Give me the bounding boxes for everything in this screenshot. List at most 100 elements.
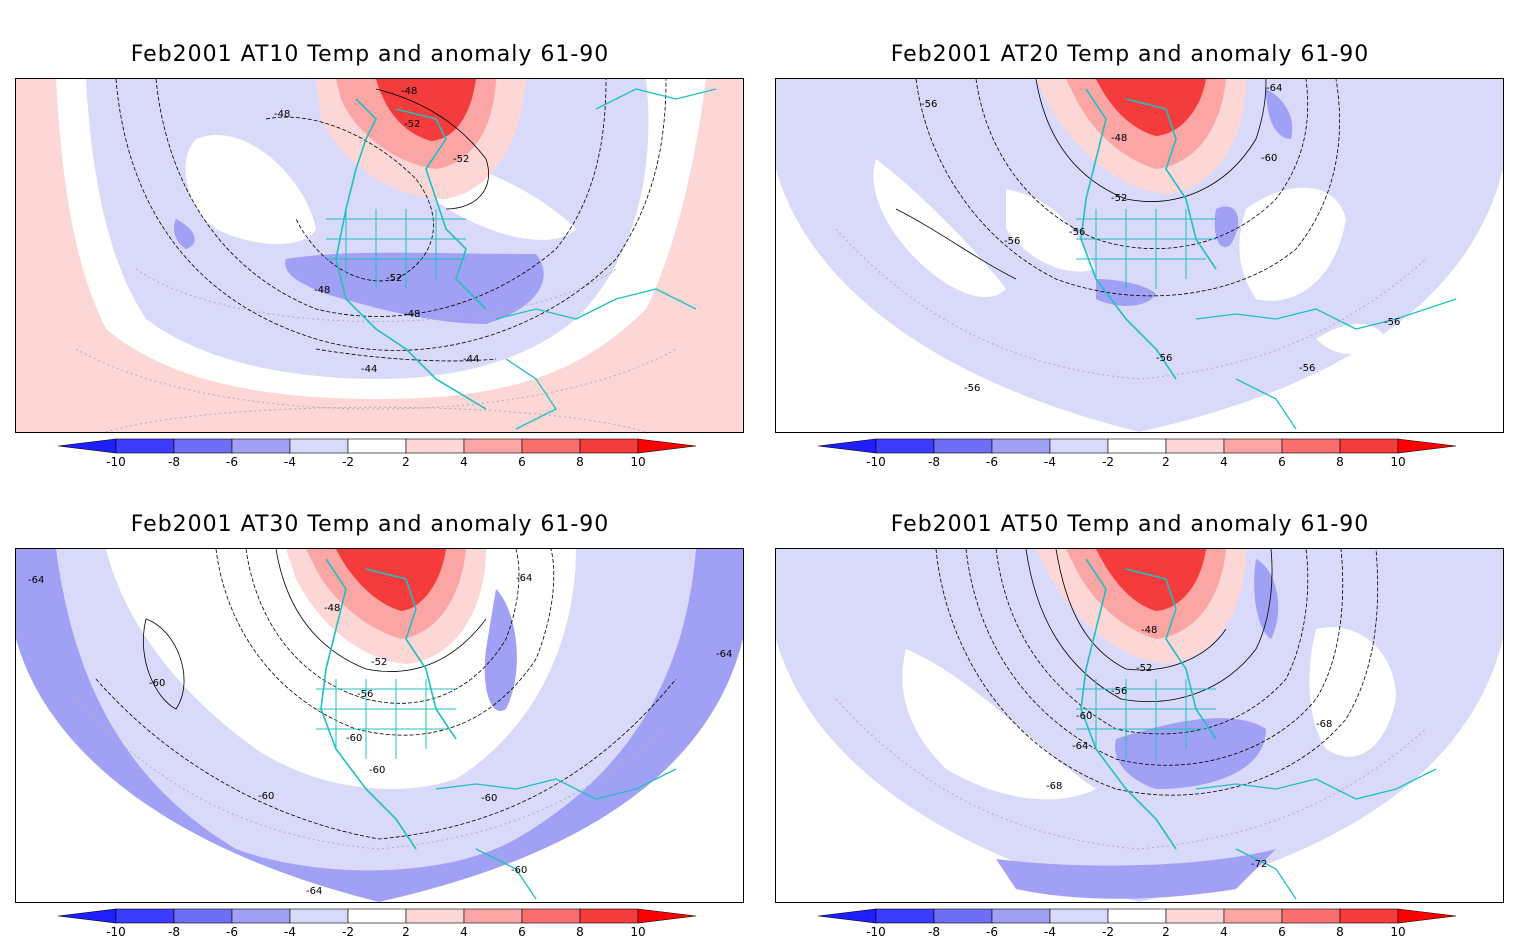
colorbar-arrow-left bbox=[817, 438, 877, 454]
temperature-contour bbox=[915, 79, 1340, 297]
temperature-contour bbox=[115, 79, 667, 351]
colorbar-tick-label: 8 bbox=[1336, 455, 1344, 469]
panel-title: Feb2001 AT20 Temp and anomaly 61-90 bbox=[890, 42, 1370, 67]
state-borders bbox=[1076, 679, 1216, 759]
colorbar-tick-label: -4 bbox=[284, 455, 296, 469]
contour-label: -48 bbox=[314, 285, 330, 296]
colorbar-arrow-right bbox=[1397, 908, 1457, 924]
contour-label: -72 bbox=[1251, 859, 1267, 870]
colorbar-tick-label: 2 bbox=[402, 925, 410, 939]
contour-label: -48 bbox=[401, 86, 417, 97]
colorbar-segment bbox=[1107, 438, 1167, 454]
contour-label: -56 bbox=[1156, 353, 1172, 364]
anomaly-fill-positive-strong bbox=[336, 549, 446, 611]
anomaly-fill-negative-light bbox=[776, 79, 1503, 432]
contour-label: -52 bbox=[386, 273, 402, 284]
contour-label: -44 bbox=[463, 354, 479, 365]
colorbar-tick-label: -6 bbox=[226, 925, 238, 939]
colorbar-segment bbox=[115, 438, 175, 454]
temperature-contour bbox=[375, 88, 489, 210]
panel-title: Feb2001 AT10 Temp and anomaly 61-90 bbox=[130, 42, 610, 67]
contour-label-group: -64 -64 -48 -52 -56 -60 -60 -60 -60 -60 … bbox=[28, 573, 732, 897]
contour-label: -60 bbox=[258, 791, 274, 802]
colorbar-segment bbox=[1339, 438, 1399, 454]
colorbar-segment bbox=[1223, 908, 1283, 924]
colorbar-tick-label: -10 bbox=[106, 455, 126, 469]
anomaly-fill-neutral bbox=[1316, 324, 1386, 354]
anomaly-fill-negative-medium bbox=[174, 219, 195, 249]
temperature-contour bbox=[142, 618, 185, 710]
colorbar-segment bbox=[579, 908, 639, 924]
colorbar-tick-label: -6 bbox=[226, 455, 238, 469]
contour-label: -52 bbox=[1111, 193, 1127, 204]
coastline bbox=[1195, 298, 1457, 430]
colorbar: -10 -8 -6 -4 -2 2 4 6 8 10 bbox=[57, 908, 697, 939]
map-frame: -48 -52 -56 -60 -64 -68 -68 -72 bbox=[775, 548, 1504, 903]
anomaly-fill-neutral bbox=[1006, 189, 1096, 272]
colorbar-segment bbox=[289, 908, 349, 924]
colorbar-segment bbox=[933, 438, 993, 454]
colorbar-segment bbox=[1165, 908, 1225, 924]
anomaly-fill-neutral bbox=[873, 159, 1006, 298]
temperature-contour bbox=[1025, 549, 1273, 702]
colorbar-tick-label: -6 bbox=[986, 455, 998, 469]
map-canvas: -48 -52 -56 -60 -64 -68 -68 -72 bbox=[776, 549, 1503, 902]
colorbar-segment bbox=[463, 438, 523, 454]
temperature-contour bbox=[935, 549, 1379, 796]
colorbar-tick-label: -2 bbox=[1102, 925, 1114, 939]
colorbar-segment bbox=[173, 438, 233, 454]
colorbar-tick-label: 2 bbox=[402, 455, 410, 469]
colorbar-segment bbox=[1223, 438, 1283, 454]
colorbar-segment bbox=[289, 438, 349, 454]
colorbar-segment bbox=[1165, 438, 1225, 454]
temperature-contour bbox=[1035, 79, 1267, 202]
temperature-contour bbox=[975, 79, 1309, 250]
colorbar-segment bbox=[579, 438, 639, 454]
temperature-contour bbox=[895, 208, 1017, 280]
map-outside-projection bbox=[776, 169, 1139, 432]
map-canvas: -64 -64 -48 -52 -56 -60 -60 -60 -60 -60 … bbox=[16, 549, 743, 902]
contour-label: -60 bbox=[369, 765, 385, 776]
anomaly-fill-positive-strong bbox=[376, 79, 476, 141]
colorbar-arrow-left bbox=[57, 908, 117, 924]
colorbar-arrow-right bbox=[637, 438, 697, 454]
graticule-line bbox=[105, 406, 647, 432]
coastline bbox=[395, 108, 487, 310]
colorbar-tick-label: -4 bbox=[1044, 925, 1056, 939]
colorbar-segment bbox=[1049, 438, 1109, 454]
contour-label: -56 bbox=[357, 689, 373, 700]
anomaly-fill-positive-strong bbox=[1096, 79, 1206, 136]
contour-label: -48 bbox=[324, 603, 340, 614]
colorbar-tick-label: -4 bbox=[1044, 455, 1056, 469]
map-outside-projection bbox=[1139, 639, 1503, 902]
coastline bbox=[595, 88, 717, 110]
contour-label-group: -48 -48 -52 -52 -52 -48 -48 -44 -44 bbox=[274, 86, 479, 375]
contour-label: -64 bbox=[1072, 741, 1088, 752]
colorbar-tick-label: 10 bbox=[630, 925, 645, 939]
map-panel-at20: Feb2001 AT20 Temp and anomaly 61-90 bbox=[760, 0, 1504, 470]
anomaly-fill-negative-medium bbox=[996, 849, 1276, 899]
contour-label-group: -48 -52 -56 -60 -64 -68 -68 -72 bbox=[1046, 625, 1332, 870]
colorbar-tick-label: 4 bbox=[1220, 925, 1228, 939]
contour-label: -48 bbox=[1111, 133, 1127, 144]
colorbar-tick-label: -10 bbox=[106, 925, 126, 939]
anomaly-fill-neutral bbox=[1309, 627, 1396, 757]
contour-label: -52 bbox=[404, 119, 420, 130]
colorbar-segment bbox=[875, 438, 935, 454]
contour-label: -56 bbox=[1111, 686, 1127, 697]
anomaly-fill-neutral bbox=[902, 649, 1096, 800]
temperature-contour bbox=[95, 678, 677, 840]
colorbar-tick-label: 6 bbox=[1278, 455, 1286, 469]
map-frame: -48 -48 -52 -52 -52 -48 -48 -44 -44 bbox=[15, 78, 744, 433]
contour-label: -44 bbox=[361, 364, 377, 375]
contour-label: -56 bbox=[1299, 363, 1315, 374]
map-panel-at10: Feb2001 AT10 Temp and anomaly 61-90 bbox=[0, 0, 744, 470]
contour-label: -64 bbox=[306, 886, 322, 897]
colorbar-segment bbox=[347, 438, 407, 454]
coastline bbox=[1195, 768, 1437, 900]
contour-label: -56 bbox=[964, 383, 980, 394]
map-frame: -64 -64 -48 -52 -56 -60 -60 -60 -60 -60 … bbox=[15, 548, 744, 903]
colorbar-segment bbox=[991, 908, 1051, 924]
anomaly-fill-negative-medium bbox=[1266, 89, 1293, 139]
map-frame: -64 -56 -48 -60 -52 -56 -56 -56 -56 -56 … bbox=[775, 78, 1504, 433]
